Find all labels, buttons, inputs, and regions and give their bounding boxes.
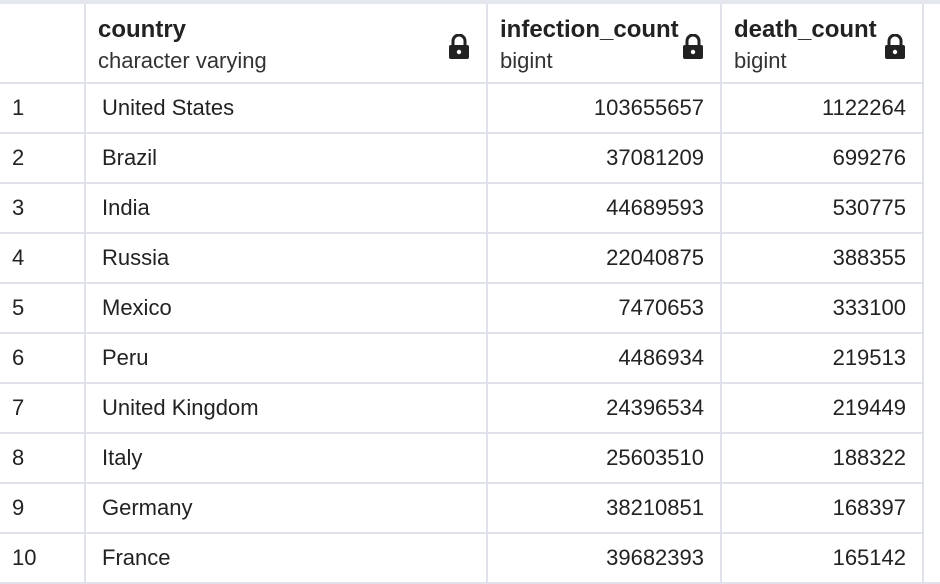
infection-count-cell[interactable]: 7470653 <box>488 284 722 332</box>
country-cell[interactable]: Italy <box>86 434 488 482</box>
table-row[interactable]: 4 Russia 22040875 388355 <box>0 234 940 284</box>
row-number-cell[interactable]: 10 <box>0 534 86 582</box>
death-count-cell[interactable]: 188322 <box>722 434 924 482</box>
death-count-cell[interactable]: 699276 <box>722 134 924 182</box>
death-count-cell[interactable]: 1122264 <box>722 84 924 132</box>
infection-count-cell[interactable]: 22040875 <box>488 234 722 282</box>
column-name: death_count <box>734 16 877 43</box>
column-name: infection_count <box>500 16 679 43</box>
lock-icon <box>449 34 469 59</box>
row-number-cell[interactable]: 8 <box>0 434 86 482</box>
row-number-cell[interactable]: 3 <box>0 184 86 232</box>
infection-count-cell[interactable]: 39682393 <box>488 534 722 582</box>
table-row[interactable]: 9 Germany 38210851 168397 <box>0 484 940 534</box>
column-header-country[interactable]: country character varying <box>86 4 488 82</box>
table-row[interactable]: 5 Mexico 7470653 333100 <box>0 284 940 334</box>
lock-icon <box>885 34 905 59</box>
table-row[interactable]: 1 United States 103655657 1122264 <box>0 84 940 134</box>
infection-count-cell[interactable]: 4486934 <box>488 334 722 382</box>
country-cell[interactable]: France <box>86 534 488 582</box>
infection-count-cell[interactable]: 24396534 <box>488 384 722 432</box>
country-cell[interactable]: India <box>86 184 488 232</box>
row-number-cell[interactable]: 4 <box>0 234 86 282</box>
row-number-cell[interactable]: 9 <box>0 484 86 532</box>
grid-top-border <box>0 0 940 4</box>
column-header-row: country character varying infection_coun… <box>0 4 940 84</box>
column-header-infection-count[interactable]: infection_count bigint <box>488 4 722 82</box>
row-number-cell[interactable]: 1 <box>0 84 86 132</box>
country-cell[interactable]: Mexico <box>86 284 488 332</box>
death-count-cell[interactable]: 168397 <box>722 484 924 532</box>
country-cell[interactable]: Russia <box>86 234 488 282</box>
row-number-header[interactable] <box>0 4 86 82</box>
table-row[interactable]: 3 India 44689593 530775 <box>0 184 940 234</box>
country-cell[interactable]: Germany <box>86 484 488 532</box>
death-count-cell[interactable]: 530775 <box>722 184 924 232</box>
death-count-cell[interactable]: 165142 <box>722 534 924 582</box>
country-cell[interactable]: Peru <box>86 334 488 382</box>
grid-right-edge <box>924 4 940 578</box>
death-count-cell[interactable]: 388355 <box>722 234 924 282</box>
country-cell[interactable]: Brazil <box>86 134 488 182</box>
row-number-cell[interactable]: 7 <box>0 384 86 432</box>
infection-count-cell[interactable]: 103655657 <box>488 84 722 132</box>
column-name: country <box>98 16 187 43</box>
table-row[interactable]: 6 Peru 4486934 219513 <box>0 334 940 384</box>
table-row[interactable]: 8 Italy 25603510 188322 <box>0 434 940 484</box>
column-type: bigint <box>734 48 787 73</box>
infection-count-cell[interactable]: 44689593 <box>488 184 722 232</box>
column-type: bigint <box>500 48 553 73</box>
infection-count-cell[interactable]: 25603510 <box>488 434 722 482</box>
infection-count-cell[interactable]: 37081209 <box>488 134 722 182</box>
death-count-cell[interactable]: 219449 <box>722 384 924 432</box>
country-cell[interactable]: United States <box>86 84 488 132</box>
country-cell[interactable]: United Kingdom <box>86 384 488 432</box>
row-number-cell[interactable]: 5 <box>0 284 86 332</box>
death-count-cell[interactable]: 219513 <box>722 334 924 382</box>
row-number-cell[interactable]: 6 <box>0 334 86 382</box>
table-row[interactable]: 2 Brazil 37081209 699276 <box>0 134 940 184</box>
death-count-cell[interactable]: 333100 <box>722 284 924 332</box>
column-type: character varying <box>98 48 267 73</box>
column-header-death-count[interactable]: death_count bigint <box>722 4 924 82</box>
row-number-cell[interactable]: 2 <box>0 134 86 182</box>
lock-icon <box>683 34 703 59</box>
infection-count-cell[interactable]: 38210851 <box>488 484 722 532</box>
table-row[interactable]: 10 France 39682393 165142 <box>0 534 940 584</box>
table-row[interactable]: 7 United Kingdom 24396534 219449 <box>0 384 940 434</box>
